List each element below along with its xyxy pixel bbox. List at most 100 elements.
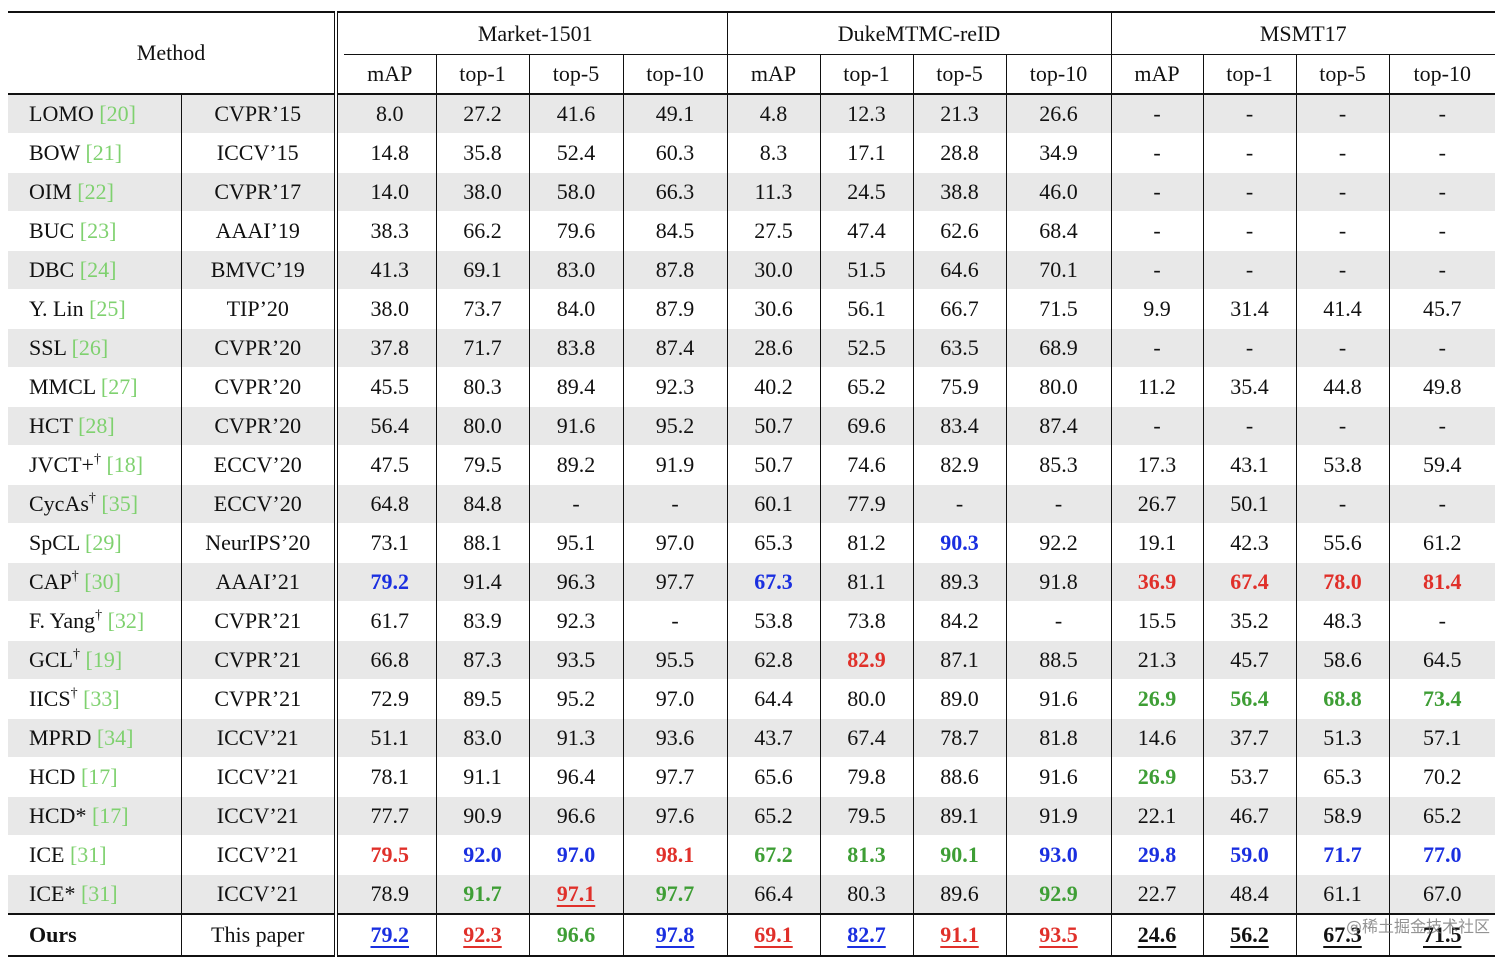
value-cell: 93.5 [528, 640, 623, 680]
value-cell: 57.1 [1388, 718, 1495, 758]
citation-link[interactable]: [17] [80, 764, 118, 789]
value-cell: 40.2 [726, 367, 820, 407]
venue-cell: ICCV’21 [180, 757, 336, 797]
method-name: SSL [29, 335, 67, 360]
value-text: 82.7 [847, 922, 886, 947]
citation-link[interactable]: [31] [69, 842, 107, 867]
citation-link[interactable]: [24] [79, 257, 117, 282]
method-name: OIM [29, 179, 72, 204]
value-cell: 65.2 [1388, 796, 1495, 836]
value-text: 96.3 [556, 569, 596, 594]
value-text: 19.1 [1137, 530, 1177, 555]
value-text: 93.6 [655, 725, 695, 750]
citation-link[interactable]: [26] [71, 335, 109, 360]
value-cell: - [1110, 211, 1203, 251]
value-cell: 81.2 [819, 523, 913, 563]
value-cell: 70.2 [1388, 757, 1495, 797]
value-text: 67.3 [754, 569, 793, 594]
value-text: 67.2 [754, 842, 793, 867]
citation-link[interactable]: [31] [80, 881, 118, 906]
citation-link[interactable]: [23] [79, 218, 117, 243]
value-text: 73.4 [1423, 686, 1462, 711]
method-name: Ours [29, 922, 77, 947]
value-text: 69.1 [754, 922, 793, 947]
value-cell: 89.6 [912, 874, 1006, 915]
value-text: 12.3 [847, 101, 886, 126]
citation-link[interactable]: [25] [89, 296, 126, 321]
value-cell: 77.7 [344, 796, 436, 836]
value-text: 92.9 [1039, 881, 1078, 906]
value-cell: 85.3 [1005, 445, 1111, 485]
value-cell: - [622, 484, 727, 524]
value-cell: 96.4 [528, 757, 623, 797]
value-text: 83.8 [556, 335, 596, 360]
value-text: 71.5 [1423, 922, 1462, 947]
value-cell: 29.8 [1110, 835, 1203, 875]
value-text: 21.3 [1137, 647, 1177, 672]
value-text: 47.5 [370, 452, 410, 477]
value-text: - [1153, 257, 1161, 282]
value-text: 98.1 [655, 842, 695, 867]
citation-link[interactable]: [17] [91, 803, 129, 828]
citation-link[interactable]: [32] [107, 608, 145, 633]
venue-cell: ICCV’15 [180, 133, 336, 173]
value-text: 91.9 [1039, 803, 1078, 828]
value-cell: 50.7 [726, 445, 820, 485]
value-cell: 79.2 [344, 562, 436, 602]
value-text: 35.8 [463, 140, 502, 165]
value-cell: 84.5 [622, 211, 727, 251]
value-cell: 11.2 [1110, 367, 1203, 407]
method-name: BUC [29, 218, 75, 243]
value-cell: 79.2 [344, 913, 436, 957]
group-header-market: Market-1501 [344, 11, 727, 55]
citation-link[interactable]: [30] [84, 569, 121, 594]
value-cell: 71.7 [435, 328, 529, 368]
citation-link[interactable]: [18] [106, 452, 144, 477]
table-row: MMCL [27] CVPR’20 45.5 80.3 89.4 92.3 40.2 65.2… [8, 367, 1495, 407]
value-cell: 36.9 [1110, 562, 1203, 602]
method-name: CycAs [29, 491, 89, 516]
value-cell: 91.9 [1005, 796, 1111, 836]
value-cell: 45.5 [344, 367, 436, 407]
value-cell: 35.8 [435, 133, 529, 173]
citation-link[interactable]: [35] [101, 491, 139, 516]
value-cell: - [1388, 250, 1495, 290]
value-cell: 65.2 [726, 796, 820, 836]
value-cell: 53.8 [726, 601, 820, 641]
citation-link[interactable]: [34] [96, 725, 134, 750]
value-text: 46.7 [1230, 803, 1269, 828]
value-cell: 69.6 [819, 406, 913, 446]
value-cell: 67.2 [726, 835, 820, 875]
value-text: 49.8 [1423, 374, 1462, 399]
value-cell: 49.1 [622, 93, 727, 134]
value-cell: 67.4 [819, 718, 913, 758]
value-text: 93.5 [1039, 922, 1078, 947]
value-cell: 59.4 [1388, 445, 1495, 485]
citation-link[interactable]: [20] [99, 101, 136, 126]
citation-link[interactable]: [27] [100, 374, 138, 399]
value-cell: 95.2 [528, 679, 623, 719]
value-cell: - [1295, 93, 1389, 134]
citation-link[interactable]: [33] [83, 686, 120, 711]
value-text: 47.4 [847, 218, 886, 243]
value-text: 62.8 [754, 647, 793, 672]
value-text: 89.1 [940, 803, 979, 828]
value-cell: - [1202, 406, 1296, 446]
citation-link[interactable]: [21] [85, 140, 123, 165]
value-cell: 17.1 [819, 133, 913, 173]
value-cell: 95.2 [622, 406, 727, 446]
citation-link[interactable]: [29] [85, 530, 122, 555]
value-text: 66.7 [940, 296, 979, 321]
value-cell: 49.8 [1388, 367, 1495, 407]
citation-link[interactable]: [19] [85, 647, 123, 672]
value-cell: 26.7 [1110, 484, 1203, 524]
citation-link[interactable]: [28] [78, 413, 115, 438]
value-text: 28.8 [940, 140, 979, 165]
citation-link[interactable]: [22] [77, 179, 114, 204]
value-text: 97.0 [655, 530, 695, 555]
value-cell: 35.4 [1202, 367, 1296, 407]
value-text: 51.1 [370, 725, 410, 750]
table-row: CycAs† [35] ECCV’20 64.8 84.8- -60.1 77.9- -26… [8, 484, 1495, 524]
value-cell: - [528, 484, 623, 524]
value-text: 95.1 [556, 530, 596, 555]
